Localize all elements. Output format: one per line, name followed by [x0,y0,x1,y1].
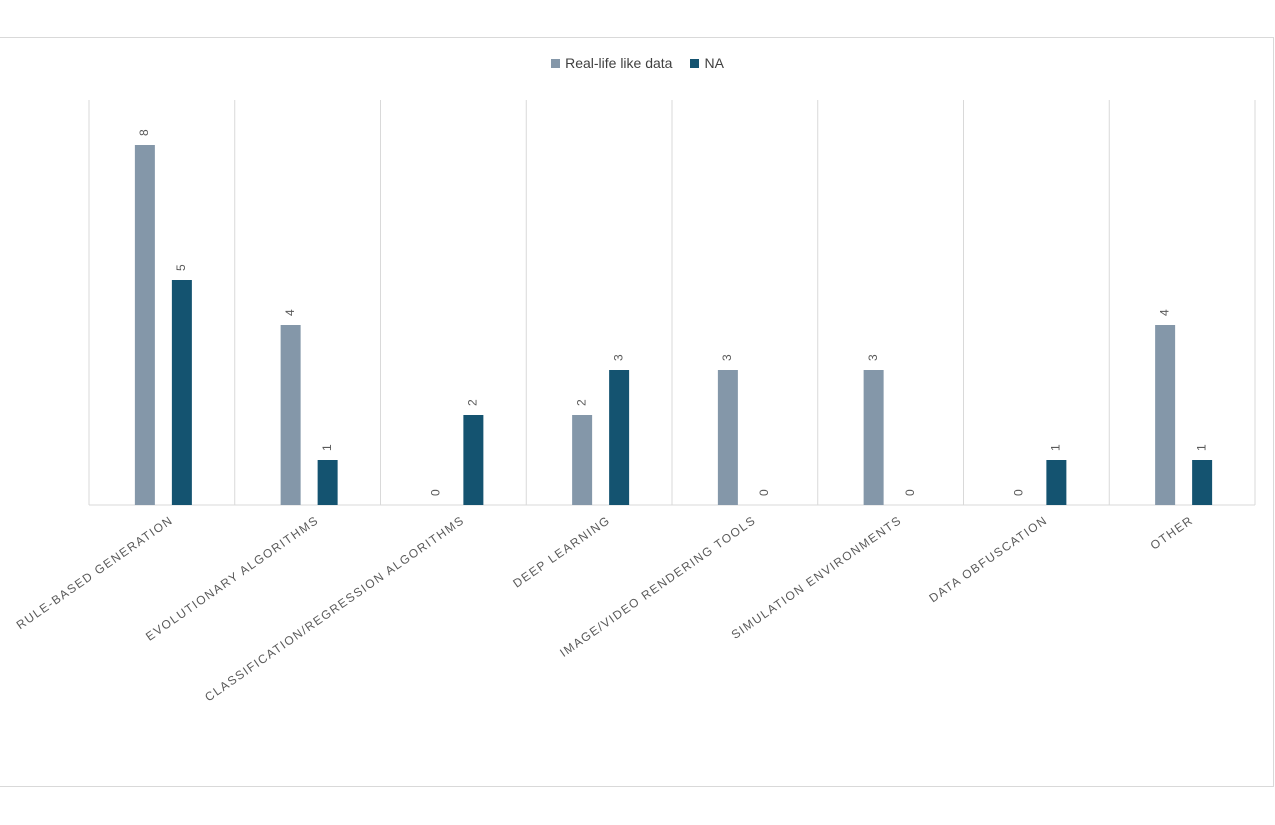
bar-na [171,280,192,505]
bar-real-life [134,145,155,505]
legend-item-real-life: Real-life like data [551,55,672,71]
x-tick-label: CLASSIFICATION/REGRESSION ALGORITHMS [202,513,467,704]
data-label: 0 [757,489,771,496]
bar-na [1046,460,1067,505]
legend-label-na: NA [704,55,724,71]
data-label: 8 [137,129,151,136]
legend: Real-life like data NA [0,55,1275,71]
data-label: 4 [1157,309,1171,316]
data-label: 1 [1194,444,1208,451]
bar-na [609,370,630,505]
data-label: 3 [720,354,734,361]
x-tick-label: EVOLUTIONARY ALGORITHMS [143,513,321,644]
data-label: 4 [283,309,297,316]
x-tick-label: OTHER [1148,513,1196,553]
data-label: 0 [903,489,917,496]
bar-na [317,460,338,505]
data-label: 1 [320,444,334,451]
legend-label-real-life: Real-life like data [565,55,673,71]
legend-swatch-real-life [551,58,561,68]
data-label: 0 [429,489,443,496]
legend-swatch-na [690,58,700,68]
bar-real-life [863,370,884,505]
bar-real-life [1155,325,1176,505]
x-tick-label: DEEP LEARNING [510,513,613,591]
bar-na [463,415,484,505]
bar-real-life [280,325,301,505]
x-tick-label: RULE-BASED GENERATION [14,513,176,632]
x-tick-label: DATA OBFUSCATION [927,513,1051,605]
bar-na [1192,460,1213,505]
data-label: 3 [866,354,880,361]
legend-item-na: NA [690,55,724,71]
data-label: 0 [1012,489,1026,496]
data-label: 2 [466,399,480,406]
x-tick-label: SIMULATION ENVIRONMENTS [729,513,905,642]
data-label: 2 [574,399,588,406]
bar-real-life [717,370,738,505]
data-label: 1 [1049,444,1063,451]
data-label: 5 [174,264,188,271]
chart-frame [0,37,1274,787]
data-label: 3 [611,354,625,361]
bar-real-life [572,415,593,505]
